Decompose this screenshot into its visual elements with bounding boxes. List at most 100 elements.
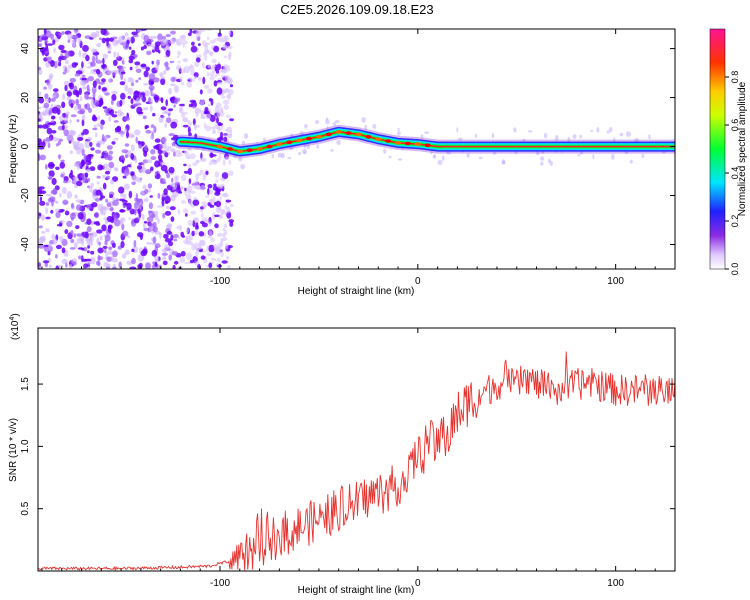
y-tick-label: 1.5 <box>20 377 31 391</box>
noise-speckle <box>223 133 228 136</box>
noise-speckle <box>59 115 64 122</box>
noise-speckle <box>326 126 329 130</box>
noise-speckle <box>135 79 139 83</box>
noise-speckle <box>215 246 222 255</box>
noise-speckle <box>165 33 171 38</box>
ridge-peak <box>286 140 293 145</box>
noise-speckle <box>179 103 185 107</box>
ridge-peak <box>424 143 431 148</box>
snr-frame <box>37 327 676 572</box>
noise-speckle <box>170 216 175 222</box>
noise-speckle <box>186 185 193 192</box>
noise-speckle <box>165 117 172 124</box>
noise-speckle <box>58 61 62 67</box>
noise-speckle <box>171 177 174 183</box>
noise-speckle <box>190 210 196 215</box>
noise-speckle <box>92 80 97 88</box>
noise-speckle <box>89 235 92 243</box>
noise-speckle <box>219 196 222 201</box>
noise-speckle <box>152 77 160 83</box>
x-tick-label: -100 <box>210 578 230 589</box>
noise-speckle <box>228 170 234 177</box>
noise-speckle <box>154 259 160 263</box>
noise-speckle <box>280 152 285 159</box>
noise-speckle <box>96 42 102 48</box>
x-tick-label: 100 <box>607 578 624 589</box>
noise-speckle <box>194 229 199 235</box>
noise-speckle <box>74 73 81 77</box>
noise-speckle <box>149 105 153 112</box>
noise-speckle <box>153 210 159 215</box>
noise-speckle <box>48 75 53 82</box>
noise-speckle <box>186 228 189 233</box>
noise-speckle <box>137 177 142 183</box>
noise-speckle <box>112 39 119 47</box>
noise-speckle <box>72 261 77 266</box>
noise-speckle <box>42 260 50 264</box>
noise-speckle <box>140 250 147 257</box>
noise-speckle <box>226 264 231 269</box>
noise-speckle <box>170 76 176 83</box>
noise-speckle <box>220 131 223 138</box>
noise-speckle <box>172 264 176 269</box>
noise-speckle <box>46 56 52 63</box>
noise-speckle <box>129 266 137 269</box>
noise-speckle <box>182 208 189 214</box>
noise-speckle <box>200 157 206 162</box>
ridge-peak <box>236 149 243 154</box>
noise-speckle <box>199 99 205 106</box>
x-tick-label: 0 <box>415 578 421 589</box>
noise-speckle <box>177 208 181 215</box>
noise-speckle <box>111 141 116 145</box>
noise-speckle <box>61 31 65 35</box>
noise-speckle <box>189 99 196 103</box>
noise-speckle <box>120 154 125 160</box>
noise-speckle <box>51 233 55 240</box>
noise-speckle <box>182 124 189 128</box>
noise-speckle <box>441 155 445 162</box>
noise-speckle <box>424 131 429 135</box>
noise-speckle <box>109 206 114 212</box>
noise-speckle <box>87 177 91 182</box>
noise-speckle <box>332 122 337 126</box>
noise-speckle <box>179 35 187 39</box>
noise-speckle <box>648 134 651 140</box>
noise-speckle <box>147 183 153 189</box>
noise-speckle <box>44 40 49 43</box>
noise-speckle <box>45 228 50 233</box>
noise-speckle <box>122 175 127 179</box>
noise-speckle <box>104 239 108 246</box>
noise-speckle <box>446 150 452 155</box>
noise-speckle <box>86 65 93 69</box>
noise-speckle <box>73 163 78 167</box>
noise-speckle <box>95 132 98 138</box>
noise-speckle <box>70 238 75 244</box>
noise-speckle <box>38 212 42 217</box>
noise-speckle <box>170 148 176 153</box>
noise-speckle <box>44 164 48 170</box>
noise-speckle <box>220 208 225 214</box>
noise-speckle <box>334 120 340 124</box>
noise-speckle <box>199 108 202 113</box>
noise-speckle <box>154 266 158 269</box>
noise-speckle <box>225 199 232 203</box>
noise-speckle <box>198 43 201 47</box>
noise-speckle <box>87 136 93 141</box>
noise-speckle <box>207 235 213 239</box>
noise-speckle <box>224 156 229 160</box>
noise-speckle <box>67 39 71 43</box>
noise-speckle <box>77 212 84 220</box>
noise-speckle <box>185 151 190 159</box>
noise-speckle <box>81 77 87 81</box>
noise-speckle <box>303 151 306 154</box>
noise-speckle <box>216 116 219 124</box>
noise-speckle <box>213 183 217 187</box>
noise-speckle <box>126 235 131 239</box>
noise-speckle <box>364 124 368 131</box>
noise-speckle <box>624 151 629 154</box>
noise-speckle <box>190 79 196 82</box>
noise-speckle <box>162 111 168 115</box>
noise-speckle <box>159 143 164 150</box>
noise-speckle <box>314 120 320 124</box>
noise-speckle <box>165 66 170 71</box>
